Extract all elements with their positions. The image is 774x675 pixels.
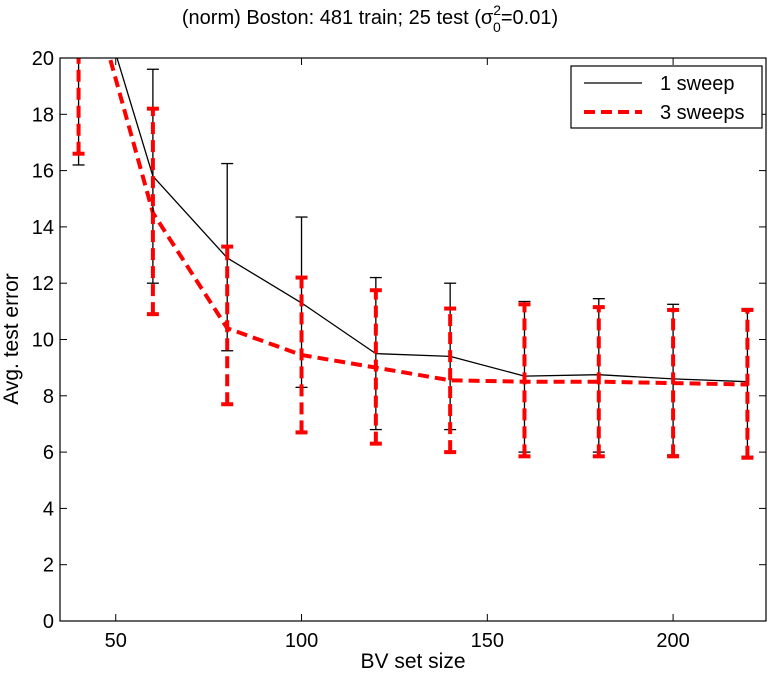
y-tick-label-20: 20 xyxy=(32,48,54,70)
y-tick-label-6: 6 xyxy=(43,442,54,464)
series-line-3-sweeps xyxy=(107,58,748,387)
x-tick-label-150: 150 xyxy=(471,630,504,652)
chart-title-suffix: =0.01) xyxy=(501,7,558,29)
y-tick-label-10: 10 xyxy=(32,330,54,352)
chart-title-prefix: (norm) Boston: 481 train; 25 test ( xyxy=(182,7,481,29)
series-layer xyxy=(107,58,748,387)
y-tick-label-8: 8 xyxy=(43,386,54,408)
legend: 1 sweep 3 sweeps xyxy=(570,65,763,129)
y-tick-label-16: 16 xyxy=(32,161,54,183)
chart-title-superscript: 2 xyxy=(493,2,501,18)
y-tick-label-0: 0 xyxy=(43,611,54,633)
tick-labels: 50 100 150 200 0 2 4 6 8 10 12 14 16 18 20 xyxy=(32,48,690,652)
x-tick-label-200: 200 xyxy=(656,630,689,652)
legend-label-1-sweep: 1 sweep xyxy=(660,73,735,95)
x-axis-label: BV set size xyxy=(360,650,465,673)
plot-frame xyxy=(59,57,767,622)
chart-title-subscript: 0 xyxy=(493,19,501,35)
chart-title: (norm) Boston: 481 train; 25 test (σ2 0=0… xyxy=(182,2,558,35)
x-tick-label-100: 100 xyxy=(285,630,318,652)
y-tick-label-2: 2 xyxy=(43,555,54,577)
series-line-1-sweep xyxy=(116,58,748,383)
error-bars xyxy=(72,58,754,460)
chart-title-sigma: σ xyxy=(481,7,494,29)
y-tick-label-14: 14 xyxy=(32,217,54,239)
y-axis-label: Avg. test error xyxy=(0,273,23,405)
y-tick-label-12: 12 xyxy=(32,273,54,295)
legend-label-3-sweeps: 3 sweeps xyxy=(660,102,745,124)
y-tick-label-18: 18 xyxy=(32,104,54,126)
legend-box xyxy=(570,65,763,129)
y-tick-label-4: 4 xyxy=(43,498,54,520)
x-tick-label-50: 50 xyxy=(105,630,127,652)
